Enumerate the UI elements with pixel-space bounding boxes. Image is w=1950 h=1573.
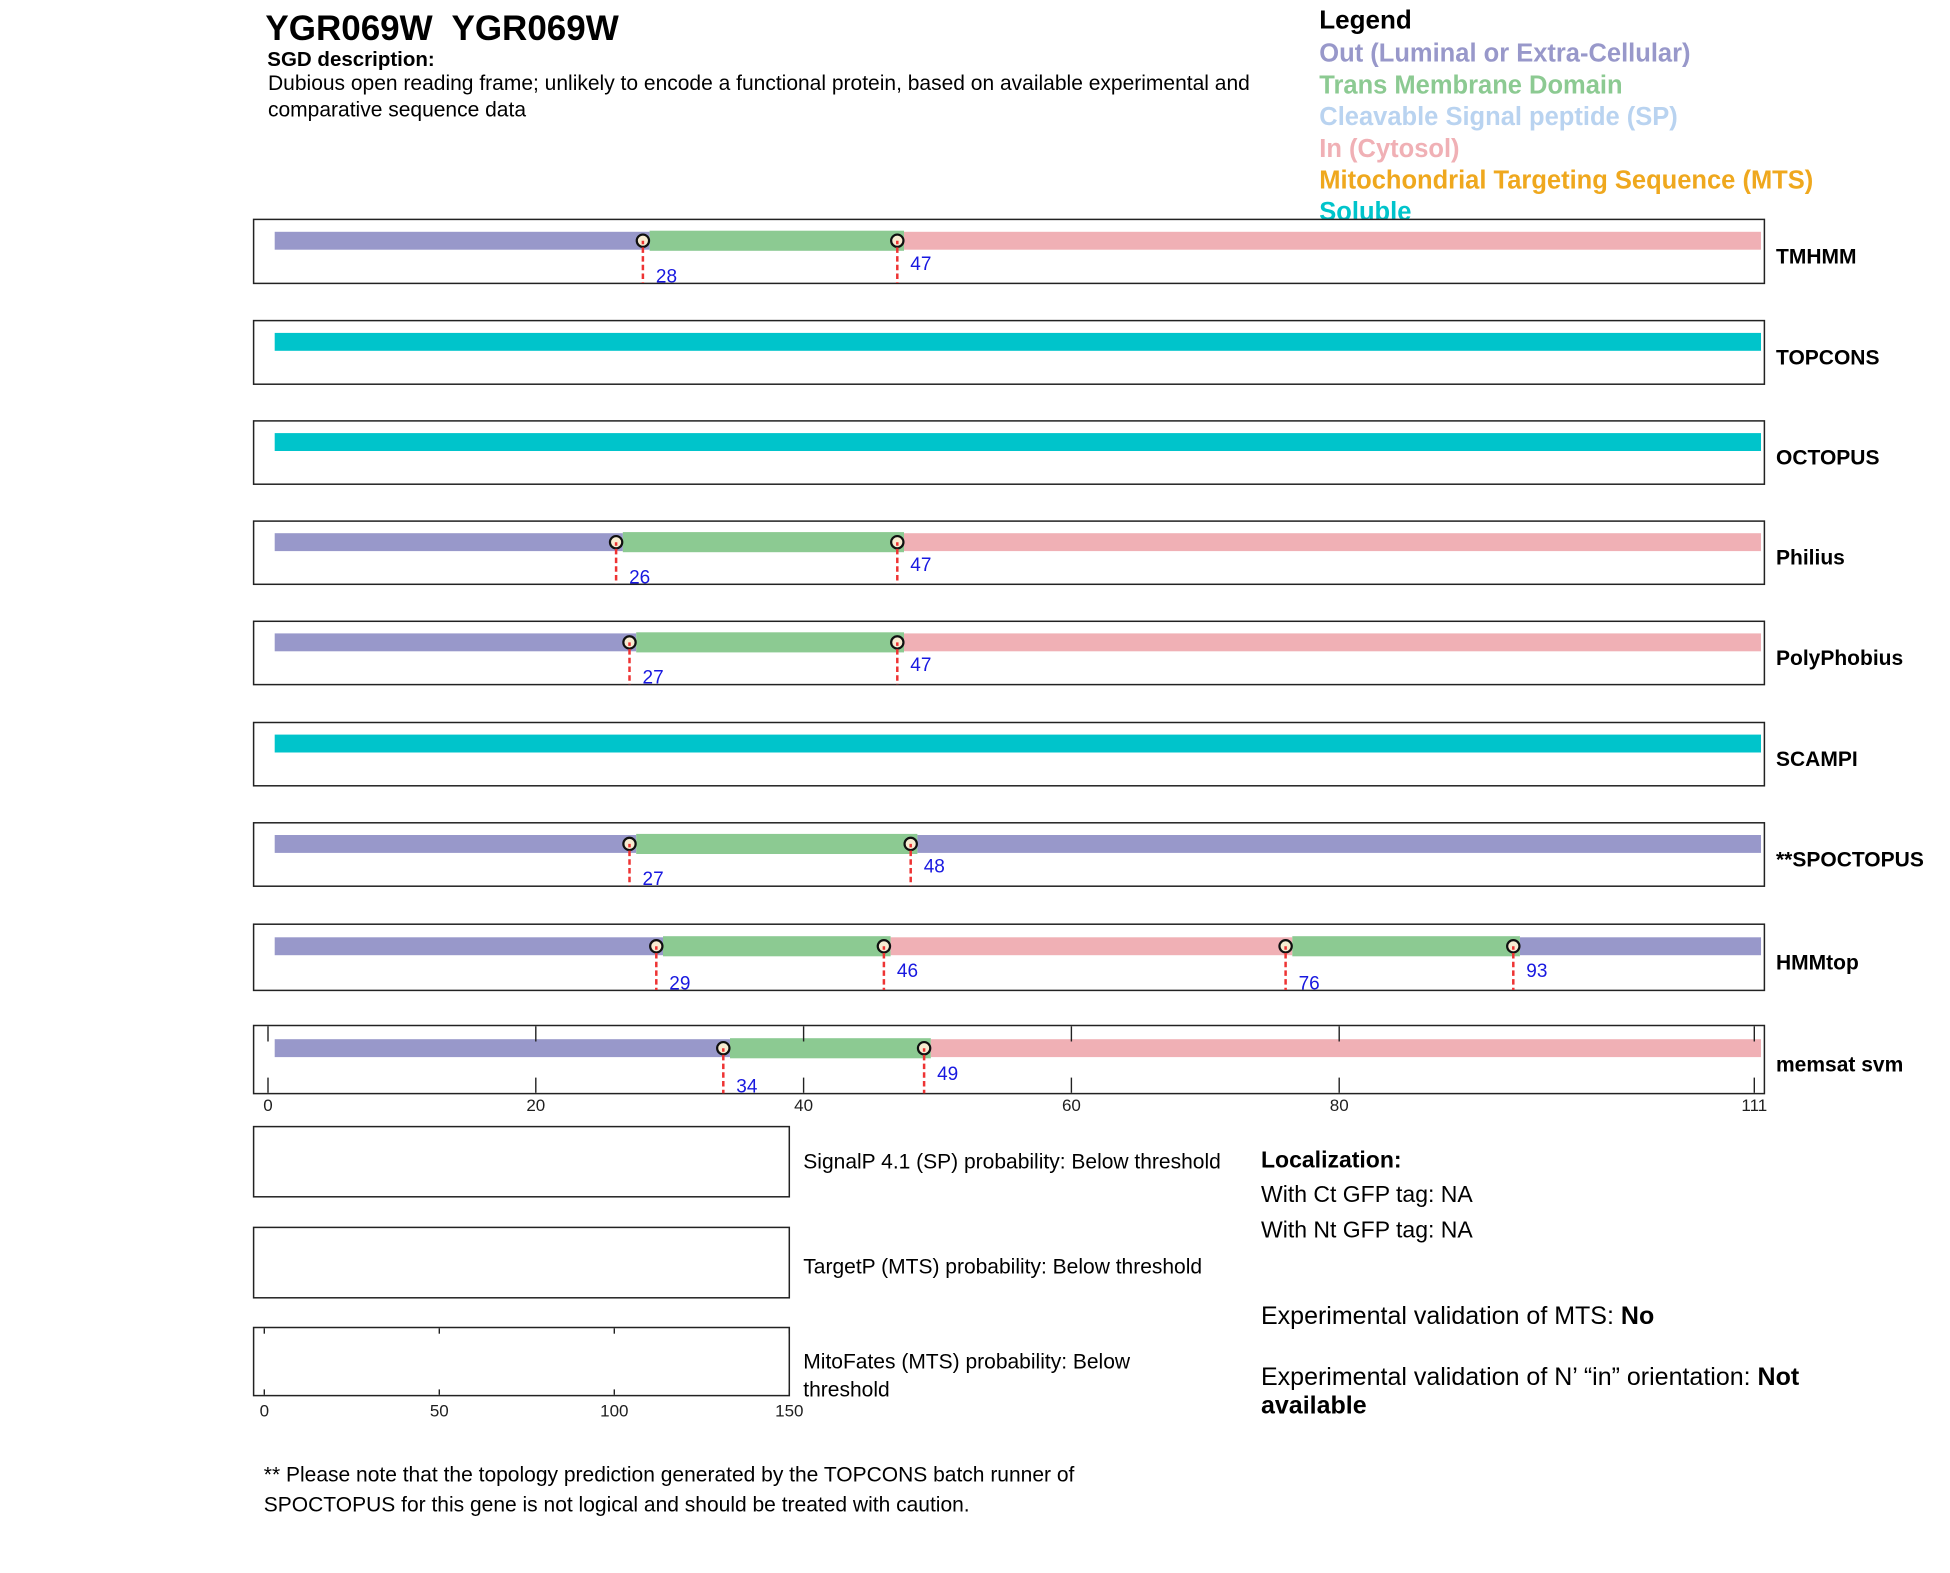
svg-text:40: 40 <box>794 1096 813 1115</box>
svg-text:47: 47 <box>910 555 931 576</box>
svg-text:SGD description:: SGD description: <box>267 48 434 71</box>
svg-text:111: 111 <box>1741 1096 1767 1115</box>
svg-text:50: 50 <box>430 1402 449 1421</box>
svg-text:OCTOPUS: OCTOPUS <box>1776 447 1879 470</box>
svg-text:Experimental validation of N’: Experimental validation of N’ “in” orien… <box>1261 1363 1800 1391</box>
svg-text:80: 80 <box>1330 1096 1349 1115</box>
svg-text:60: 60 <box>1062 1096 1081 1115</box>
svg-text:49: 49 <box>937 1064 958 1085</box>
svg-text:Dubious open reading frame; un: Dubious open reading frame; unlikely to … <box>268 72 1250 95</box>
svg-text:YGR069W YGR069W: YGR069W YGR069W <box>265 9 618 48</box>
svg-text:Trans Membrane Domain: Trans Membrane Domain <box>1319 71 1622 99</box>
svg-text:threshold: threshold <box>803 1378 889 1401</box>
svg-text:76: 76 <box>1299 973 1320 994</box>
svg-text:comparative sequence data: comparative sequence data <box>268 98 526 121</box>
svg-text:SPOCTOPUS for this gene is not: SPOCTOPUS for this gene is not logical a… <box>264 1494 970 1517</box>
svg-text:100: 100 <box>600 1402 628 1421</box>
svg-text:TargetP (MTS) probability: Bel: TargetP (MTS) probability: Below thresho… <box>803 1255 1202 1278</box>
svg-text:29: 29 <box>669 973 690 994</box>
svg-text:MitoFates (MTS) probability: B: MitoFates (MTS) probability: Below <box>803 1351 1131 1374</box>
svg-text:28: 28 <box>656 266 677 287</box>
svg-text:20: 20 <box>526 1096 545 1115</box>
svg-text:available: available <box>1261 1392 1367 1420</box>
svg-text:Mitochondrial Targeting Sequen: Mitochondrial Targeting Sequence (MTS) <box>1319 167 1813 195</box>
svg-text:27: 27 <box>643 869 664 890</box>
svg-text:0: 0 <box>260 1402 269 1421</box>
svg-text:Philius: Philius <box>1776 547 1845 570</box>
svg-text:27: 27 <box>643 668 664 689</box>
svg-text:TMHMM: TMHMM <box>1776 245 1856 268</box>
svg-text:Cleavable Signal peptide (SP): Cleavable Signal peptide (SP) <box>1319 103 1678 131</box>
svg-text:With Nt GFP tag: NA: With Nt GFP tag: NA <box>1261 1217 1473 1243</box>
svg-text:HMMtop: HMMtop <box>1776 951 1859 974</box>
svg-text:In (Cytosol): In (Cytosol) <box>1319 135 1459 163</box>
svg-text:With Ct GFP tag: NA: With Ct GFP tag: NA <box>1261 1181 1473 1207</box>
svg-text:46: 46 <box>897 961 918 982</box>
svg-text:Localization:: Localization: <box>1261 1147 1402 1173</box>
svg-text:** Please note that the topolo: ** Please note that the topology predict… <box>264 1464 1075 1487</box>
svg-text:0: 0 <box>263 1096 272 1115</box>
svg-text:26: 26 <box>629 567 650 588</box>
svg-text:Legend: Legend <box>1319 5 1411 35</box>
svg-text:48: 48 <box>924 857 945 878</box>
svg-text:SignalP 4.1 (SP) probability:: SignalP 4.1 (SP) probability: Below thre… <box>803 1151 1221 1174</box>
svg-text:**SPOCTOPUS: **SPOCTOPUS <box>1776 849 1924 872</box>
svg-text:150: 150 <box>775 1402 803 1421</box>
svg-text:PolyPhobius: PolyPhobius <box>1776 647 1903 670</box>
svg-text:memsat svm: memsat svm <box>1776 1054 1903 1077</box>
svg-text:47: 47 <box>910 254 931 275</box>
svg-text:34: 34 <box>736 1077 758 1098</box>
svg-text:SCAMPI: SCAMPI <box>1776 748 1858 771</box>
svg-text:Experimental validation of MTS: Experimental validation of MTS: No <box>1261 1302 1654 1330</box>
svg-text:Out (Luminal or Extra-Cellular: Out (Luminal or Extra-Cellular) <box>1319 40 1690 68</box>
svg-text:93: 93 <box>1526 961 1547 982</box>
svg-text:TOPCONS: TOPCONS <box>1776 346 1879 369</box>
svg-text:47: 47 <box>910 655 931 676</box>
